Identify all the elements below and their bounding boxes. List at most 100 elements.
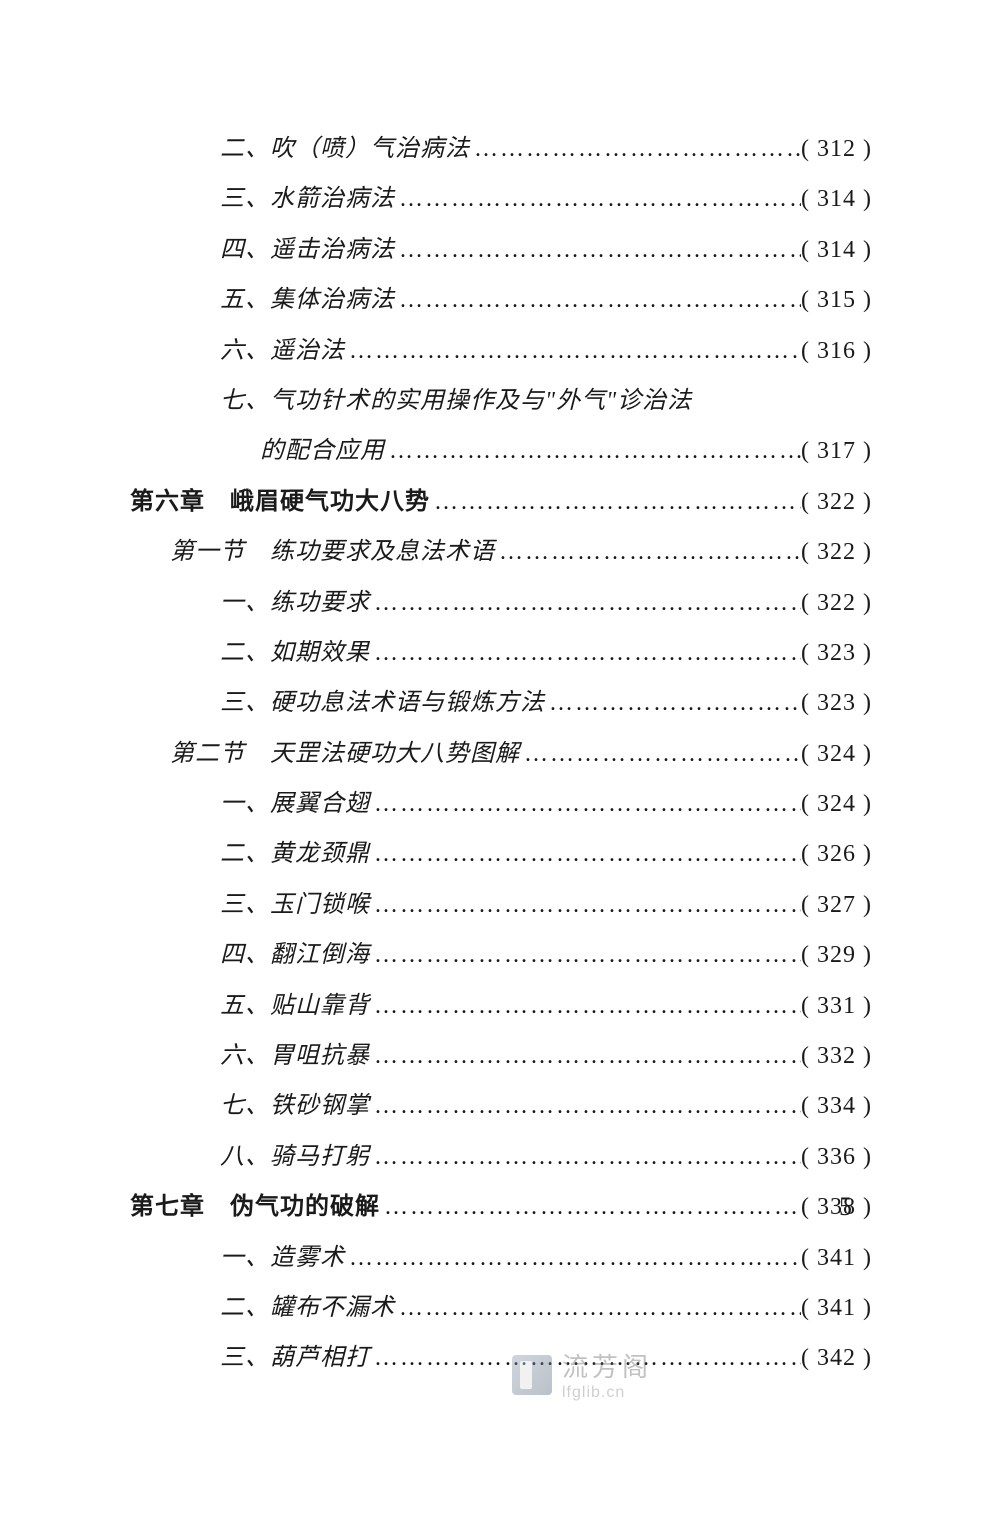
toc-page-number: ( 341 ) — [801, 1239, 872, 1277]
toc-line: 五、集体治病法………………………………………………………………………………………… — [130, 281, 872, 319]
toc-entry-text: 三、水箭治病法 — [220, 180, 395, 218]
toc-entry-text: 一、展翼合翅 — [220, 785, 370, 823]
toc-leader-dots: …………………………………………………………………………………………………………… — [370, 785, 801, 823]
toc-entry-text: 六、遥治法 — [220, 332, 345, 370]
toc-page-number: ( 322 ) — [801, 483, 872, 521]
toc-entry-text: 二、黄龙颈鼎 — [220, 835, 370, 873]
toc-page-number: ( 332 ) — [801, 1037, 872, 1075]
toc-leader-dots: …………………………………………………………………………………………………………… — [370, 936, 801, 974]
toc-entry-text: 二、罐布不漏术 — [220, 1289, 395, 1327]
toc-page-number: ( 331 ) — [801, 987, 872, 1025]
toc-leader-dots: …………………………………………………………………………………………………………… — [370, 634, 801, 672]
toc-entry-text: 第一节 练功要求及息法术语 — [170, 533, 495, 571]
book-icon — [512, 1355, 552, 1395]
toc-line: 六、胃咀抗暴…………………………………………………………………………………………… — [130, 1037, 872, 1075]
toc-entry-text: 七、铁砂钢掌 — [220, 1087, 370, 1125]
toc-line: 三、硬功息法术语与锻炼方法………………………………………………………………………… — [130, 684, 872, 722]
toc-page-number: ( 323 ) — [801, 634, 872, 672]
toc-line: 七、铁砂钢掌…………………………………………………………………………………………… — [130, 1087, 872, 1125]
toc-page-number: ( 324 ) — [801, 735, 872, 773]
toc-page-number: ( 315 ) — [801, 281, 872, 319]
toc-leader-dots: …………………………………………………………………………………………………………… — [495, 533, 801, 571]
toc-entry-text: 的配合应用 — [260, 432, 385, 470]
toc-entry-text: 五、集体治病法 — [220, 281, 395, 319]
toc-line: 八、骑马打躬…………………………………………………………………………………………… — [130, 1138, 872, 1176]
toc-page-number: ( 324 ) — [801, 785, 872, 823]
toc-leader-dots: …………………………………………………………………………………………………………… — [345, 332, 801, 370]
toc-line: 二、吹（喷）气治病法………………………………………………………………………………… — [130, 130, 872, 168]
toc-leader-dots: …………………………………………………………………………………………………………… — [430, 483, 801, 521]
toc-line: 一、展翼合翅…………………………………………………………………………………………… — [130, 785, 872, 823]
toc-line: 七、气功针术的实用操作及与"外气"诊治法 — [130, 382, 872, 420]
toc-page-number: ( 326 ) — [801, 835, 872, 873]
toc-page-number: ( 329 ) — [801, 936, 872, 974]
toc-page-number: ( 338 ) — [801, 1188, 872, 1226]
watermark-title: 流芳阁 — [562, 1347, 652, 1384]
page-number: 5 — [839, 1192, 852, 1222]
toc-line: 二、罐布不漏术………………………………………………………………………………………… — [130, 1289, 872, 1327]
toc-entry-text: 八、骑马打躬 — [220, 1138, 370, 1176]
toc-leader-dots: …………………………………………………………………………………………………………… — [380, 1188, 801, 1226]
toc-entry-text: 二、如期效果 — [220, 634, 370, 672]
toc-leader-dots: …………………………………………………………………………………………………………… — [370, 886, 801, 924]
toc-entry-text: 四、翻江倒海 — [220, 936, 370, 974]
toc-page-number: ( 327 ) — [801, 886, 872, 924]
toc-page-number: ( 314 ) — [801, 231, 872, 269]
toc-page-number: ( 342 ) — [801, 1339, 872, 1377]
toc-leader-dots: …………………………………………………………………………………………………………… — [395, 180, 801, 218]
toc-page-number: ( 334 ) — [801, 1087, 872, 1125]
toc-line: 第七章 伪气功的破解………………………………………………………………………………… — [130, 1188, 872, 1226]
toc-line: 三、水箭治病法………………………………………………………………………………………… — [130, 180, 872, 218]
toc-line: 四、遥击治病法………………………………………………………………………………………… — [130, 231, 872, 269]
toc-page-number: ( 322 ) — [801, 584, 872, 622]
toc-line: 六、遥治法……………………………………………………………………………………………… — [130, 332, 872, 370]
toc-content: 二、吹（喷）气治病法………………………………………………………………………………… — [130, 130, 872, 1390]
toc-line: 二、如期效果…………………………………………………………………………………………… — [130, 634, 872, 672]
toc-entry-text: 六、胃咀抗暴 — [220, 1037, 370, 1075]
toc-leader-dots: …………………………………………………………………………………………………………… — [470, 130, 801, 168]
toc-leader-dots: …………………………………………………………………………………………………………… — [370, 1138, 801, 1176]
watermark: 流芳阁 lfglib.cn — [512, 1347, 652, 1402]
toc-entry-text: 二、吹（喷）气治病法 — [220, 130, 470, 168]
toc-line: 第二节 天罡法硬功大八势图解……………………………………………………………………… — [130, 735, 872, 773]
toc-page-number: ( 316 ) — [801, 332, 872, 370]
toc-line: 三、玉门锁喉…………………………………………………………………………………………… — [130, 886, 872, 924]
toc-page-number: ( 317 ) — [801, 432, 872, 470]
toc-leader-dots: …………………………………………………………………………………………………………… — [395, 281, 801, 319]
toc-page-number: ( 322 ) — [801, 533, 872, 571]
toc-leader-dots: …………………………………………………………………………………………………………… — [545, 684, 801, 722]
toc-leader-dots: …………………………………………………………………………………………………………… — [370, 1087, 801, 1125]
toc-line: 第六章 峨眉硬气功大八势…………………………………………………………………………… — [130, 483, 872, 521]
toc-page-number: ( 312 ) — [801, 130, 872, 168]
toc-leader-dots: …………………………………………………………………………………………………………… — [370, 987, 801, 1025]
toc-leader-dots: …………………………………………………………………………………………………………… — [345, 1239, 801, 1277]
toc-entry-text: 第七章 伪气功的破解 — [130, 1188, 380, 1226]
toc-entry-text: 三、玉门锁喉 — [220, 886, 370, 924]
toc-entry-text: 一、造雾术 — [220, 1239, 345, 1277]
toc-entry-text: 七、气功针术的实用操作及与"外气"诊治法 — [220, 382, 692, 420]
toc-line: 第一节 练功要求及息法术语………………………………………………………………………… — [130, 533, 872, 571]
toc-line: 三、葫芦相打…………………………………………………………………………………………… — [130, 1339, 872, 1377]
toc-leader-dots: …………………………………………………………………………………………………………… — [370, 835, 801, 873]
toc-entry-text: 一、练功要求 — [220, 584, 370, 622]
toc-line: 二、黄龙颈鼎…………………………………………………………………………………………… — [130, 835, 872, 873]
toc-leader-dots: …………………………………………………………………………………………………………… — [520, 735, 801, 773]
toc-line: 一、造雾术……………………………………………………………………………………………… — [130, 1239, 872, 1277]
toc-leader-dots: …………………………………………………………………………………………………………… — [395, 1289, 801, 1327]
toc-entry-text: 四、遥击治病法 — [220, 231, 395, 269]
watermark-text: 流芳阁 lfglib.cn — [562, 1347, 652, 1402]
toc-line: 四、翻江倒海…………………………………………………………………………………………… — [130, 936, 872, 974]
toc-entry-text: 第二节 天罡法硬功大八势图解 — [170, 735, 520, 773]
toc-leader-dots: …………………………………………………………………………………………………………… — [370, 1037, 801, 1075]
toc-line: 一、练功要求…………………………………………………………………………………………… — [130, 584, 872, 622]
watermark-url: lfglib.cn — [562, 1384, 652, 1402]
toc-leader-dots: …………………………………………………………………………………………………………… — [395, 231, 801, 269]
toc-line: 的配合应用……………………………………………………………………………………………… — [130, 432, 872, 470]
toc-entry-text: 三、葫芦相打 — [220, 1339, 370, 1377]
toc-leader-dots: …………………………………………………………………………………………………………… — [370, 584, 801, 622]
toc-page-number: ( 341 ) — [801, 1289, 872, 1327]
toc-entry-text: 五、贴山靠背 — [220, 987, 370, 1025]
toc-page-number: ( 323 ) — [801, 684, 872, 722]
toc-page-number: ( 314 ) — [801, 180, 872, 218]
toc-leader-dots: …………………………………………………………………………………………………………… — [385, 432, 801, 470]
